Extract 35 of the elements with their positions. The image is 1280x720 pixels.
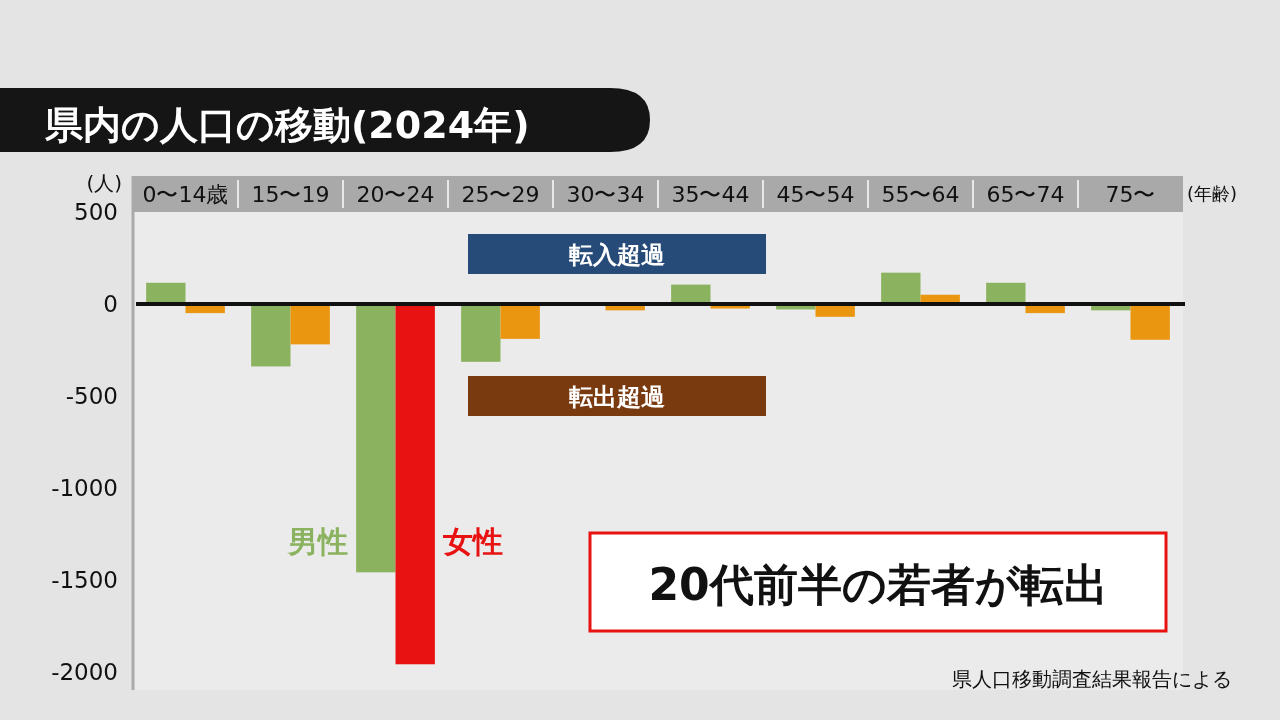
bar: [986, 282, 1026, 304]
bar: [290, 303, 330, 345]
x-tick-label: 30〜34: [566, 182, 645, 207]
chart-title: 県内の人口の移動(2024年): [44, 103, 530, 147]
annotation: 転入超過: [569, 241, 665, 269]
x-axis-title: (年齢): [1187, 183, 1238, 204]
x-tick-label: 35〜44: [671, 182, 750, 207]
y-tick-label: 500: [74, 199, 118, 225]
x-tick-label: 0〜14歳: [142, 182, 229, 207]
annotation: 20代前半の若者が転出: [648, 559, 1108, 610]
bar: [356, 303, 396, 573]
y-tick-label: -1000: [51, 474, 118, 501]
y-tick-label: -1500: [51, 566, 118, 593]
annotation: 県人口移動調査結果報告による: [952, 667, 1232, 691]
x-tick-label: 15〜19: [251, 182, 330, 207]
x-tick-label: 75〜: [1105, 182, 1156, 207]
y-tick-label: -500: [65, 382, 118, 409]
x-tick-label: 25〜29: [461, 182, 540, 207]
bar: [1130, 303, 1170, 340]
bar: [881, 272, 921, 304]
bar: [461, 303, 501, 362]
x-tick-label: 45〜54: [776, 182, 855, 207]
bar: [146, 282, 186, 304]
series-label: 男性: [287, 524, 349, 559]
y-tick-label: -2000: [51, 658, 118, 685]
bar: [251, 303, 291, 367]
annotation: 転出超過: [569, 383, 665, 411]
bar: [395, 303, 435, 665]
series-label: 女性: [441, 524, 503, 559]
y-tick-label: 0: [103, 290, 118, 317]
x-tick-label: 65〜74: [986, 182, 1065, 207]
x-tick-label: 20〜24: [356, 182, 435, 207]
x-tick-label: 55〜64: [881, 182, 960, 207]
bar: [500, 303, 540, 339]
y-axis-title: (人): [86, 171, 122, 195]
